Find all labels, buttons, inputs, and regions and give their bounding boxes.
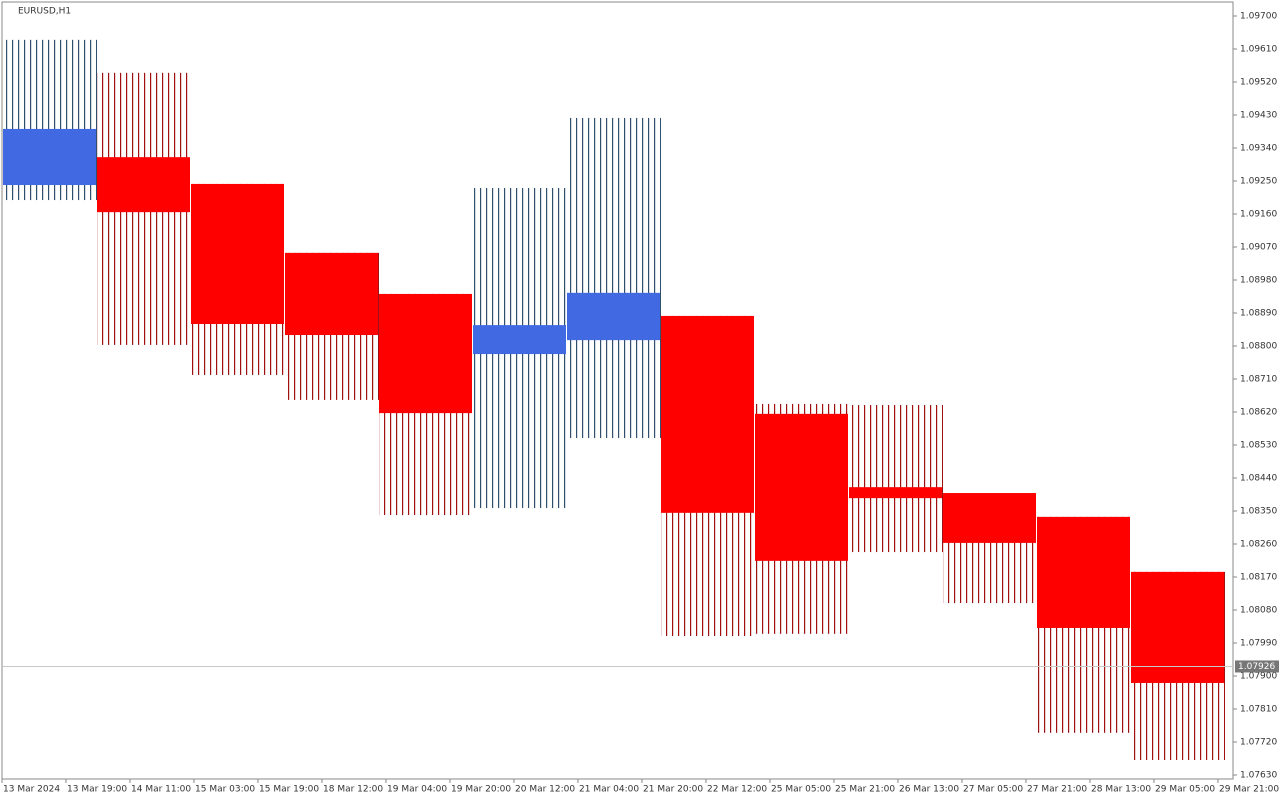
x-tick-label: 26 Mar 13:00 bbox=[899, 785, 959, 795]
y-tick-label: 1.08890 bbox=[1240, 309, 1277, 319]
candle-body bbox=[191, 183, 284, 324]
last-price-label: 1.07926 bbox=[1238, 662, 1275, 672]
y-tick-label: 1.08170 bbox=[1240, 573, 1277, 583]
y-tick-label: 1.08800 bbox=[1240, 342, 1277, 352]
candle-body bbox=[661, 315, 754, 513]
candle-body bbox=[1131, 571, 1224, 683]
candle-body bbox=[849, 487, 942, 499]
y-tick-label: 1.09610 bbox=[1240, 45, 1277, 55]
x-tick-label: 13 Mar 2024 bbox=[3, 785, 60, 795]
y-tick-label: 1.08440 bbox=[1240, 474, 1277, 484]
y-tick-label: 1.07900 bbox=[1240, 672, 1277, 682]
x-tick-label: 20 Mar 12:00 bbox=[515, 785, 575, 795]
x-tick-label: 29 Mar 21:00 bbox=[1219, 785, 1279, 795]
candle-body bbox=[473, 325, 566, 355]
x-tick-label: 22 Mar 12:00 bbox=[707, 785, 767, 795]
x-tick-label: 28 Mar 13:00 bbox=[1091, 785, 1151, 795]
x-tick-label: 19 Mar 04:00 bbox=[387, 785, 447, 795]
candle-body bbox=[379, 293, 472, 414]
candle-wick bbox=[567, 117, 661, 439]
y-tick-label: 1.09520 bbox=[1240, 78, 1277, 88]
x-tick-label: 21 Mar 20:00 bbox=[643, 785, 703, 795]
y-tick-label: 1.09430 bbox=[1240, 111, 1277, 121]
x-tick-label: 19 Mar 20:00 bbox=[451, 785, 511, 795]
x-tick-label: 25 Mar 05:00 bbox=[771, 785, 831, 795]
y-tick-label: 1.09700 bbox=[1240, 12, 1277, 22]
x-tick-label: 27 Mar 21:00 bbox=[1027, 785, 1087, 795]
y-tick-label: 1.08260 bbox=[1240, 540, 1277, 550]
y-tick-label: 1.09250 bbox=[1240, 177, 1277, 187]
candle-body bbox=[755, 413, 848, 561]
candle-body bbox=[567, 292, 660, 341]
y-tick-label: 1.07810 bbox=[1240, 705, 1277, 715]
candle-body bbox=[1037, 516, 1130, 628]
y-tick-label: 1.08620 bbox=[1240, 408, 1277, 418]
y-tick-label: 1.08350 bbox=[1240, 507, 1277, 517]
x-tick-label: 13 Mar 19:00 bbox=[67, 785, 127, 795]
y-tick-label: 1.07720 bbox=[1240, 738, 1277, 748]
y-tick-label: 1.09160 bbox=[1240, 210, 1277, 220]
x-tick-label: 14 Mar 11:00 bbox=[131, 785, 191, 795]
chart-title: EURUSD,H1 bbox=[18, 7, 71, 17]
last-price-box bbox=[1235, 660, 1279, 673]
y-tick-label: 1.09340 bbox=[1240, 144, 1277, 154]
x-tick-label: 27 Mar 05:00 bbox=[963, 785, 1023, 795]
y-tick-label: 1.07630 bbox=[1240, 771, 1277, 781]
x-tick-label: 25 Mar 21:00 bbox=[835, 785, 895, 795]
candle-body bbox=[97, 157, 190, 213]
x-tick-label: 18 Mar 12:00 bbox=[323, 785, 383, 795]
y-tick-label: 1.08080 bbox=[1240, 606, 1277, 616]
y-tick-label: 1.09070 bbox=[1240, 243, 1277, 253]
y-tick-label: 1.07990 bbox=[1240, 639, 1277, 649]
x-tick-label: 15 Mar 19:00 bbox=[259, 785, 319, 795]
candle-body bbox=[3, 128, 96, 186]
y-tick-label: 1.08530 bbox=[1240, 441, 1277, 451]
candle-wick bbox=[849, 405, 943, 553]
y-tick-label: 1.08710 bbox=[1240, 375, 1277, 385]
x-tick-label: 15 Mar 03:00 bbox=[195, 785, 255, 795]
x-tick-label: 29 Mar 05:00 bbox=[1155, 785, 1215, 795]
candle-body bbox=[285, 252, 378, 335]
y-tick-label: 1.08980 bbox=[1240, 276, 1277, 286]
candle-body bbox=[943, 493, 1036, 543]
x-tick-label: 21 Mar 04:00 bbox=[579, 785, 639, 795]
